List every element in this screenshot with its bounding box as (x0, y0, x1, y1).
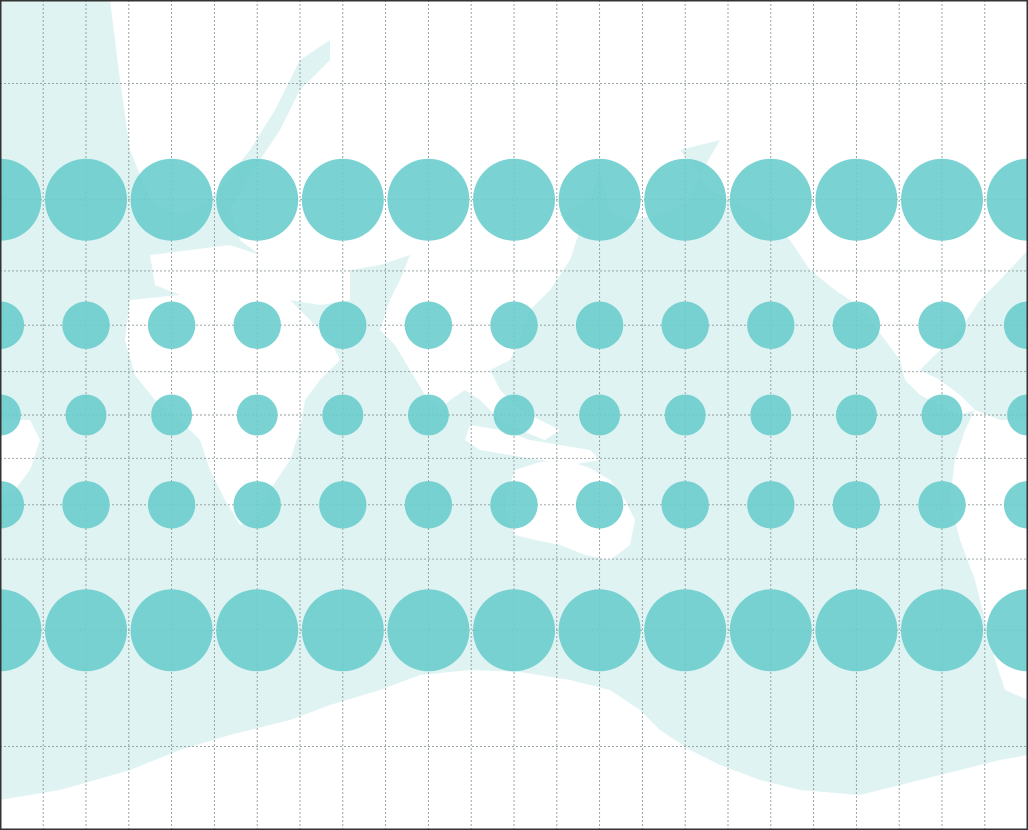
indicatrix-circle (45, 589, 127, 672)
indicatrix-circle (558, 158, 641, 241)
indicatrix-circle (729, 589, 812, 672)
indicatrix-circle (322, 394, 364, 436)
indicatrix-circle (490, 301, 538, 349)
indicatrix-circle (0, 589, 42, 672)
indicatrix-circle (147, 481, 196, 529)
indicatrix-circle (301, 589, 384, 672)
indicatrix-circle (407, 394, 449, 436)
indicatrix-circle (216, 589, 299, 672)
land-indonesia (465, 425, 600, 465)
indicatrix-circle (575, 481, 624, 529)
indicatrix-circle (236, 394, 278, 436)
indicatrix-circle (493, 394, 535, 436)
indicatrix-circle (986, 589, 1028, 672)
indicatrix-circle (473, 158, 555, 241)
land-south-america-west (0, 420, 40, 495)
indicatrix-circle (1003, 301, 1028, 349)
indicatrix-circle (62, 481, 110, 529)
indicatrix-circle (835, 394, 877, 436)
indicatrix-circle (579, 394, 621, 436)
indicatrix-circle (151, 394, 193, 436)
indicatrix-circle (233, 481, 281, 529)
indicatrix-circle (661, 301, 709, 349)
indicatrix-circle (473, 589, 555, 672)
indicatrix-circle (664, 394, 706, 436)
indicatrix-circle (387, 589, 470, 672)
indicatrix-circle (918, 481, 966, 529)
indicatrix-circle (216, 158, 299, 241)
indicatrix-circle (233, 301, 281, 349)
indicatrix-circle (45, 158, 127, 241)
indicatrix-circle (387, 158, 470, 241)
tissot-indicatrix (0, 158, 1028, 672)
indicatrix-circle (815, 158, 898, 241)
indicatrix-circle (65, 394, 107, 436)
indicatrix-circle (661, 481, 709, 529)
indicatrix-circle (62, 301, 110, 349)
indicatrix-circle (644, 589, 727, 672)
indicatrix-circle (747, 301, 795, 349)
indicatrix-circle (901, 589, 983, 672)
indicatrix-circle (747, 481, 795, 529)
indicatrix-circle (644, 158, 727, 241)
indicatrix-circle (0, 481, 25, 529)
indicatrix-circle (575, 301, 624, 349)
indicatrix-circle (404, 301, 453, 349)
indicatrix-circle (319, 301, 367, 349)
indicatrix-circle (986, 158, 1028, 241)
indicatrix-circle (0, 394, 21, 436)
indicatrix-circle (130, 589, 213, 672)
indicatrix-circle (0, 158, 42, 241)
indicatrix-circle (1003, 481, 1028, 529)
land-africa (125, 295, 340, 525)
indicatrix-circle (750, 394, 792, 436)
indicatrix-circle (921, 394, 963, 436)
indicatrix-circle (901, 158, 983, 241)
indicatrix-circle (319, 481, 367, 529)
indicatrix-circle (918, 301, 966, 349)
indicatrix-circle (301, 158, 384, 241)
indicatrix-circle (832, 301, 881, 349)
indicatrix-circle (147, 301, 196, 349)
indicatrix-circle (832, 481, 881, 529)
indicatrix-circle (404, 481, 453, 529)
indicatrix-circle (490, 481, 538, 529)
indicatrix-circle (815, 589, 898, 672)
indicatrix-circle (0, 301, 25, 349)
indicatrix-circle (558, 589, 641, 672)
indicatrix-circle (1007, 394, 1028, 436)
indicatrix-circle (130, 158, 213, 241)
indicatrix-circle (729, 158, 812, 241)
